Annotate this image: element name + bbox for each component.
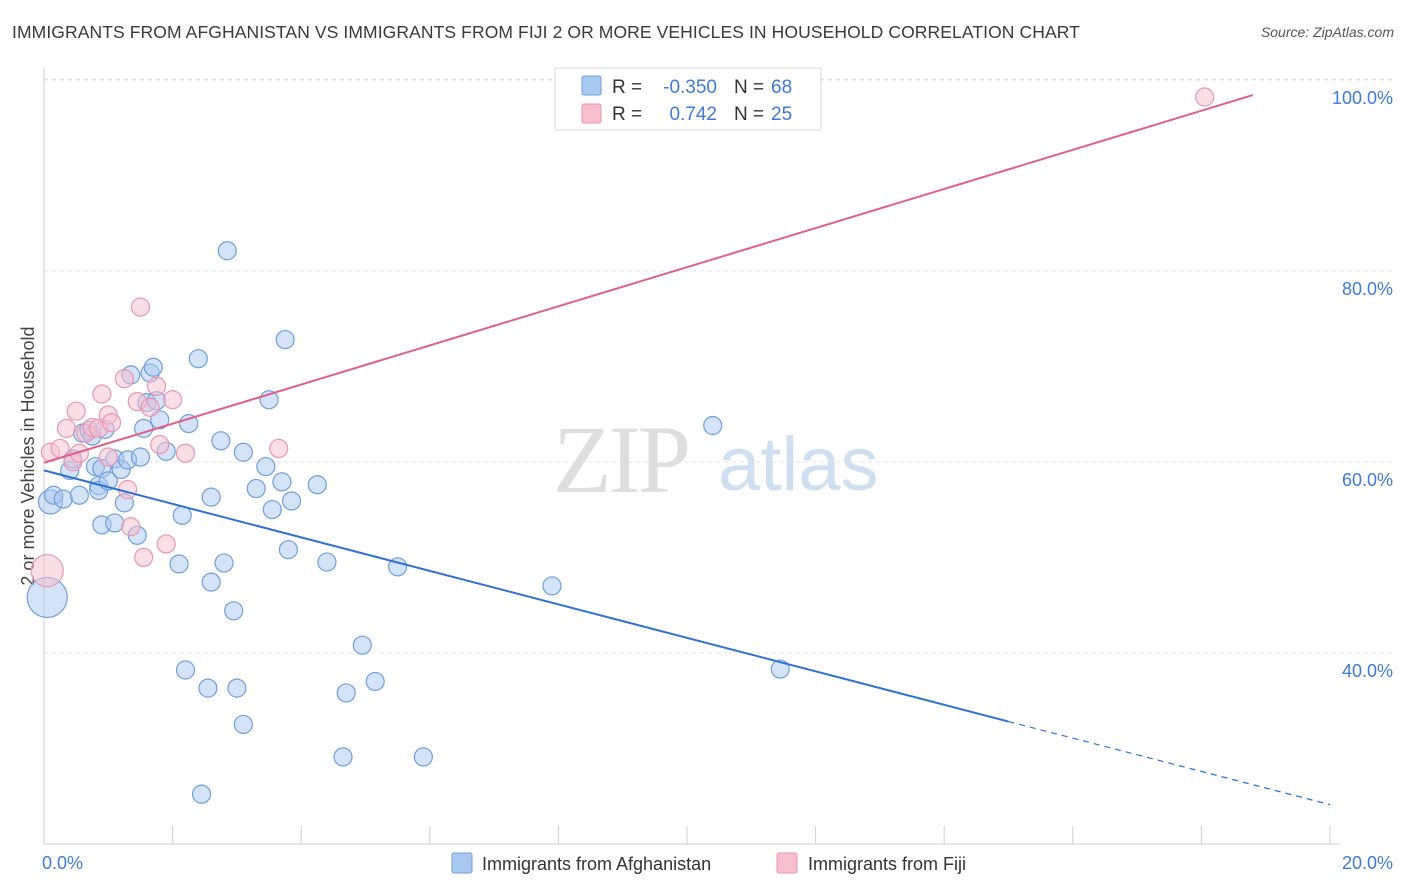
point-afghanistan (201, 572, 221, 592)
point-afghanistan (130, 447, 151, 467)
point-afghanistan (542, 576, 562, 596)
point-fiji (114, 369, 134, 389)
point-fiji (150, 435, 170, 455)
point-afghanistan (169, 554, 189, 574)
point-afghanistan (211, 431, 231, 451)
point-afghanistan (233, 714, 253, 735)
point-fiji (121, 517, 141, 537)
stats-r-value-afghanistan: -0.350 (663, 77, 717, 98)
point-fiji (66, 401, 86, 421)
point-afghanistan (214, 553, 234, 573)
stats-r-value-fiji: 0.742 (669, 104, 717, 125)
point-afghanistan (703, 415, 723, 436)
y-tick-label: 40.0% (1342, 661, 1393, 681)
point-afghanistan (365, 671, 385, 692)
point-fiji (101, 413, 122, 433)
series-afghanistan-points (26, 241, 790, 804)
y-tick-label: 80.0% (1342, 279, 1393, 299)
y-tick-label: 60.0% (1342, 470, 1393, 490)
point-afghanistan (770, 659, 790, 679)
x-tick-label-max: 20.0% (1342, 853, 1393, 873)
point-fiji (1195, 87, 1215, 107)
point-afghanistan (233, 442, 253, 462)
point-fiji (92, 384, 112, 404)
x-tick-label-min: 0.0% (42, 853, 83, 873)
y-axis-label: 2 or more Vehicles in Household (18, 326, 38, 585)
point-fiji (134, 547, 154, 567)
stats-swatch-fiji (581, 103, 602, 124)
watermark-atlas: atlas (718, 422, 879, 507)
point-fiji (30, 554, 64, 588)
point-fiji (98, 447, 118, 467)
point-afghanistan (53, 489, 73, 509)
point-fiji (146, 376, 167, 396)
point-afghanistan (188, 349, 208, 369)
trend-line-afghanistan (43, 469, 1009, 723)
y-tick-label: 100.0% (1332, 88, 1393, 108)
point-afghanistan (201, 487, 221, 507)
point-fiji (130, 297, 151, 317)
point-afghanistan (262, 499, 282, 520)
legend-swatch-afghanistan (451, 852, 473, 874)
trend-line-afghanistan-extension (1008, 720, 1331, 806)
point-afghanistan (352, 635, 372, 655)
point-afghanistan (275, 329, 295, 350)
stats-n-label-fiji: N = (734, 104, 764, 125)
legend: Immigrants from Afghanistan Immigrants f… (451, 852, 966, 874)
point-afghanistan (191, 784, 212, 804)
point-afghanistan (175, 660, 196, 680)
y-axis-tick-labels: 40.0% 60.0% 80.0% 100.0% (1332, 88, 1393, 681)
trend-line-fiji (43, 94, 1254, 464)
stats-r-label-afghanistan: R = (612, 77, 642, 98)
series-fiji-points (30, 87, 1215, 588)
point-afghanistan (198, 678, 218, 698)
point-afghanistan (413, 747, 433, 767)
y-gridlines (44, 78, 1393, 654)
point-afghanistan (333, 747, 353, 767)
trend-lines (43, 94, 1331, 806)
stats-n-label-afghanistan: N = (734, 77, 764, 98)
point-afghanistan (246, 478, 266, 499)
point-afghanistan (317, 552, 337, 572)
source-label: Source: ZipAtlas.com (1260, 24, 1394, 40)
legend-swatch-fiji (776, 852, 798, 874)
point-afghanistan (307, 475, 327, 495)
chart-title: IMMIGRANTS FROM AFGHANISTAN VS IMMIGRANT… (12, 22, 1080, 42)
point-fiji (163, 390, 183, 410)
legend-label-afghanistan: Immigrants from Afghanistan (482, 854, 711, 874)
stats-n-value-afghanistan: 68 (771, 77, 792, 98)
point-afghanistan (227, 678, 247, 698)
point-fiji (50, 438, 70, 459)
point-afghanistan (143, 357, 163, 377)
point-afghanistan (272, 472, 292, 492)
stats-r-label-fiji: R = (612, 104, 642, 125)
point-afghanistan (281, 491, 302, 511)
stats-n-value-fiji: 25 (771, 104, 792, 125)
point-fiji (175, 443, 196, 463)
point-afghanistan (105, 513, 125, 533)
stats-box: R = -0.350 N = 68 R = 0.742 N = 25 (554, 67, 822, 131)
point-afghanistan (69, 485, 89, 505)
point-fiji (140, 397, 160, 417)
point-fiji (69, 443, 89, 463)
point-afghanistan (256, 456, 276, 477)
stats-swatch-afghanistan (581, 75, 602, 96)
point-afghanistan (336, 683, 356, 703)
point-afghanistan (224, 601, 244, 621)
point-fiji (56, 418, 77, 438)
point-afghanistan (278, 540, 298, 560)
legend-label-fiji: Immigrants from Fiji (808, 854, 966, 874)
watermark-zip: ZIP (553, 406, 688, 513)
point-fiji (269, 438, 289, 459)
point-fiji (156, 534, 176, 554)
point-afghanistan (217, 241, 237, 261)
x-axis-ticks (43, 826, 1331, 844)
